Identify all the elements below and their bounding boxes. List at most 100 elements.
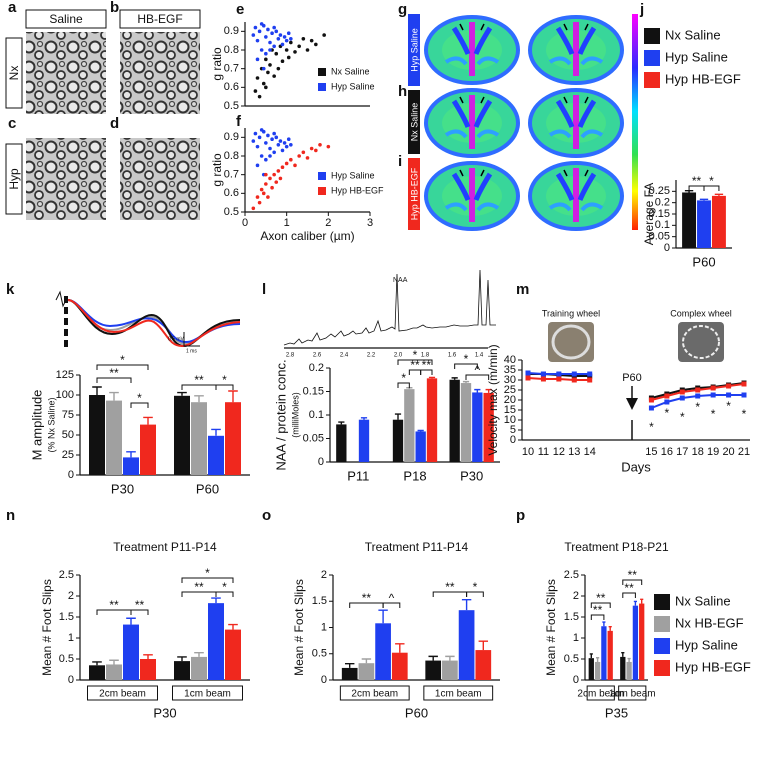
- row-header: Nx: [7, 66, 21, 81]
- error-bar: [428, 376, 436, 379]
- y-tick-label: 0.5: [312, 648, 327, 660]
- point: [318, 143, 322, 147]
- point: [272, 25, 276, 30]
- bar: [639, 603, 645, 680]
- row-header: Hyp: [7, 168, 21, 190]
- point: [293, 163, 297, 168]
- point: [255, 163, 260, 168]
- spectrum-tick-label: 2.2: [367, 353, 376, 359]
- y-tick-label: 0.5: [224, 206, 239, 218]
- x-tick-label: 19: [707, 446, 719, 458]
- x-tick-label: 1cm beam: [609, 689, 656, 700]
- marker: [695, 387, 701, 393]
- bar: [140, 424, 156, 475]
- point: [268, 48, 272, 52]
- significance-bracket: [215, 384, 234, 390]
- marker: [726, 392, 732, 398]
- error-bar: [474, 388, 481, 393]
- y-tick-label: 100: [56, 389, 74, 401]
- micrograph: [26, 138, 106, 220]
- y-axis-label: Average FA: [642, 183, 656, 245]
- stimulus-artifact: [55, 290, 67, 308]
- panel-label: d: [110, 115, 119, 132]
- bar: [588, 658, 594, 680]
- error-bar: [211, 428, 221, 436]
- x-tick-label: 3: [367, 217, 373, 229]
- marker: [710, 392, 716, 398]
- error-bar: [177, 656, 187, 662]
- point: [259, 48, 264, 52]
- bar: [391, 652, 408, 680]
- wheel-label: Training wheel: [542, 308, 600, 318]
- point: [253, 89, 258, 93]
- significance-label: **: [109, 366, 119, 380]
- y-tick-label: 35: [504, 364, 516, 376]
- y-tick-label: 0: [664, 242, 670, 254]
- error-bar: [109, 659, 119, 665]
- marker: [571, 371, 577, 377]
- category-box: [423, 685, 494, 701]
- point: [272, 172, 276, 177]
- x-tick-label: 10: [522, 446, 534, 458]
- panel-label: f: [236, 113, 242, 130]
- point: [264, 172, 268, 177]
- y-axis-label: Mean # Foot Slips: [40, 579, 54, 676]
- marker: [695, 393, 701, 399]
- legend-swatch: [644, 50, 660, 66]
- y-tick-label: 0: [318, 456, 324, 468]
- error-bar: [109, 391, 119, 401]
- panel-label: i: [398, 153, 402, 170]
- point: [278, 176, 283, 181]
- bar: [140, 659, 156, 680]
- micrograph: [120, 32, 200, 114]
- category-box: [339, 685, 410, 701]
- point: [272, 44, 276, 49]
- bar: [483, 392, 494, 462]
- marker: [648, 405, 654, 411]
- point: [255, 38, 260, 43]
- legend-swatch: [318, 83, 326, 91]
- point: [276, 143, 281, 147]
- error-bar: [445, 655, 455, 661]
- error-bar: [608, 625, 612, 631]
- point: [297, 154, 301, 158]
- point: [257, 29, 262, 34]
- wheel-photo: [548, 322, 594, 362]
- significance-label: **: [410, 358, 420, 372]
- point: [286, 137, 291, 141]
- significance-bracket: [181, 577, 234, 583]
- y-tick-label: 0.5: [224, 100, 239, 112]
- mri-slice: [426, 163, 518, 229]
- spectrum-tick-label: 2.4: [340, 353, 349, 359]
- y-tick-label: 0.5: [59, 653, 74, 665]
- bar: [404, 389, 415, 462]
- significance-label: *: [473, 580, 478, 594]
- point: [268, 40, 272, 45]
- legend-label: Nx Saline: [675, 593, 731, 608]
- wheel-label: Complex wheel: [670, 308, 732, 318]
- error-bar: [194, 395, 204, 403]
- y-tick-label: 25: [62, 449, 74, 461]
- error-bar: [478, 640, 489, 651]
- error-bar: [211, 597, 221, 604]
- point: [272, 150, 276, 155]
- error-bar: [143, 654, 153, 659]
- marker: [679, 389, 685, 395]
- chart-title: Treatment P11-P14: [113, 540, 217, 554]
- x-tick-label: P60: [196, 481, 219, 496]
- error-bar: [338, 421, 345, 425]
- point: [274, 29, 279, 34]
- spectrum: [283, 269, 496, 346]
- legend-label: Hyp HB-EGF: [331, 185, 384, 195]
- point: [264, 141, 268, 145]
- panel-label: k: [6, 281, 15, 298]
- micrograph: [120, 138, 200, 220]
- point: [314, 148, 318, 153]
- point: [264, 157, 268, 162]
- significance-label: *: [649, 420, 654, 434]
- point: [274, 51, 279, 56]
- y-tick-label: 1.5: [564, 611, 579, 623]
- bar: [208, 435, 224, 475]
- y-tick-label: 2: [68, 590, 74, 602]
- point: [280, 165, 285, 169]
